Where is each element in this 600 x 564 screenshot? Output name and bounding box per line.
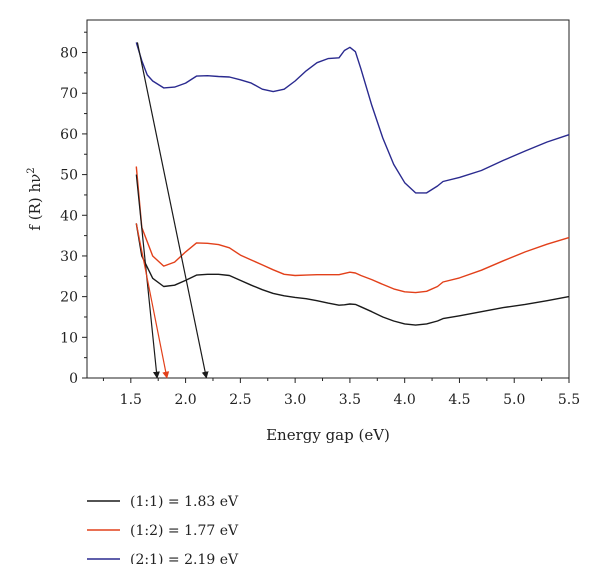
x-tick-label: 2.5 (229, 392, 251, 408)
y-axis-title-superscript: 2 (26, 167, 37, 173)
x-tick-label: 5.0 (503, 392, 525, 408)
series-line-1 (135, 223, 570, 326)
x-tick-label: 4.5 (448, 392, 470, 408)
y-tick-label: 20 (60, 290, 78, 306)
x-axis-title: Energy gap (eV) (266, 426, 390, 444)
y-tick-label: 70 (60, 86, 78, 102)
legend: (1:1) = 1.83 eV (1:2) = 1.77 eV (2:1) = 2.… (87, 494, 239, 564)
tangent-arrows (135, 42, 209, 379)
y-tick-label: 30 (60, 249, 78, 265)
plot-frame (86, 19, 570, 379)
y-tick-label: 40 (60, 208, 78, 224)
legend-label-3: (2:1) = 2.19 eV (130, 552, 239, 564)
y-tick-label: 80 (60, 46, 78, 62)
x-tick-label: 2.0 (174, 392, 196, 408)
y-tick-label: 50 (60, 168, 78, 184)
y-tick-label: 0 (69, 371, 78, 387)
x-tick-label: 3.5 (339, 392, 361, 408)
x-tick-label: 1.5 (120, 392, 142, 408)
y-axis: 0 10 20 30 40 50 60 70 80 (60, 31, 87, 387)
y-tick-label: 10 (60, 330, 78, 346)
y-axis-title-main: f (R) hν (26, 174, 44, 231)
x-tick-label: 3.0 (284, 392, 306, 408)
y-axis-title: f (R) hν2 (26, 167, 44, 230)
x-tick-label: 4.0 (394, 392, 416, 408)
y-tick-label: 60 (60, 127, 78, 143)
tangent-arrow-3 (136, 42, 209, 379)
x-tick-label: 5.5 (558, 392, 580, 408)
tangent-arrow-2 (135, 223, 170, 379)
series-line-2 (135, 166, 570, 294)
series-line-3 (135, 42, 570, 194)
legend-label-2: (1:2) = 1.77 eV (130, 523, 239, 539)
plot-border (86, 19, 570, 379)
legend-label-1: (1:1) = 1.83 eV (130, 494, 239, 510)
x-axis: 1.5 2.0 2.5 3.0 3.5 4.0 4.5 5.0 5.5 (102, 378, 580, 408)
series-layer (135, 42, 570, 326)
